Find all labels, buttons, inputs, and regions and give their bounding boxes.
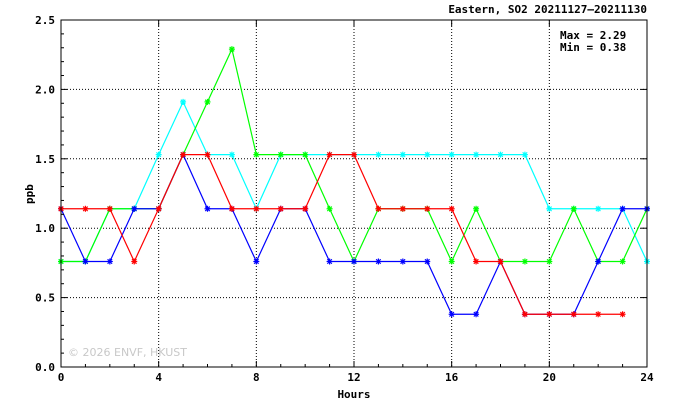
- data-point-marker: [204, 151, 211, 158]
- chart-title: Eastern, SO2 20211127—20211130: [448, 3, 647, 16]
- data-point-marker: [424, 258, 431, 265]
- watermark-text: © 2026 ENVF, HKUST: [68, 346, 187, 359]
- data-point-marker: [399, 205, 406, 212]
- x-tick-label: 12: [347, 371, 360, 384]
- data-point-marker: [448, 258, 455, 265]
- y-tick-label: 1.0: [35, 222, 55, 235]
- y-tick-label: 0.0: [35, 361, 55, 374]
- data-point-marker: [473, 205, 480, 212]
- data-point-marker: [546, 258, 553, 265]
- data-point-marker: [204, 98, 211, 105]
- data-point-marker: [546, 311, 553, 318]
- data-point-marker: [448, 311, 455, 318]
- data-point-marker: [326, 151, 333, 158]
- data-point-marker: [302, 205, 309, 212]
- data-point-marker: [82, 258, 89, 265]
- x-tick-label: 4: [155, 371, 162, 384]
- data-point-marker: [326, 205, 333, 212]
- x-tick-label: 16: [445, 371, 459, 384]
- data-point-marker: [253, 151, 260, 158]
- x-tick-label: 0: [58, 371, 65, 384]
- x-tick-label: 8: [253, 371, 260, 384]
- data-point-marker: [82, 205, 89, 212]
- data-point-marker: [228, 205, 235, 212]
- data-point-marker: [619, 258, 626, 265]
- data-point-marker: [497, 258, 504, 265]
- data-point-marker: [302, 151, 309, 158]
- data-point-marker: [180, 98, 187, 105]
- y-tick-label: 1.5: [35, 153, 55, 166]
- data-point-marker: [595, 311, 602, 318]
- data-point-marker: [155, 151, 162, 158]
- max-label: Max = 2.29: [560, 29, 626, 42]
- data-point-marker: [619, 205, 626, 212]
- data-point-marker: [106, 258, 113, 265]
- data-point-marker: [375, 151, 382, 158]
- data-point-marker: [424, 205, 431, 212]
- data-point-marker: [228, 151, 235, 158]
- data-point-marker: [448, 151, 455, 158]
- data-point-marker: [595, 258, 602, 265]
- data-point-marker: [180, 151, 187, 158]
- data-point-marker: [448, 205, 455, 212]
- data-point-marker: [521, 151, 528, 158]
- data-point-marker: [351, 151, 357, 158]
- data-point-marker: [253, 205, 260, 212]
- data-point-marker: [375, 205, 382, 212]
- series-line: [61, 154, 623, 315]
- data-point-marker: [424, 151, 431, 158]
- y-axis-title: ppb: [23, 184, 36, 204]
- y-tick-label: 2.0: [35, 83, 55, 96]
- y-tick-label: 2.5: [35, 14, 55, 27]
- data-point-marker: [399, 258, 406, 265]
- x-tick-label: 24: [640, 371, 654, 384]
- grid-lines: [61, 20, 647, 367]
- axis-ticks: 0 4 8 12 16 20 24 0.0 0.5 1.0 1.5 2.0 2.5: [35, 14, 654, 384]
- data-point-marker: [375, 258, 382, 265]
- data-point-marker: [277, 205, 284, 212]
- data-point-marker: [521, 311, 528, 318]
- data-point-marker: [473, 311, 480, 318]
- data-point-marker: [131, 205, 138, 212]
- series-lines: [58, 46, 650, 318]
- data-point-marker: [253, 258, 260, 265]
- data-point-marker: [399, 151, 406, 158]
- x-tick-label: 20: [543, 371, 556, 384]
- data-point-marker: [570, 205, 577, 212]
- data-point-marker: [497, 151, 504, 158]
- data-point-marker: [570, 311, 577, 318]
- data-point-marker: [228, 46, 235, 53]
- x-axis-title: Hours: [337, 388, 370, 401]
- y-tick-label: 0.5: [35, 292, 55, 305]
- data-point-marker: [204, 205, 211, 212]
- min-label: Min = 0.38: [560, 41, 626, 54]
- data-point-marker: [595, 205, 602, 212]
- data-point-marker: [473, 258, 480, 265]
- data-point-marker: [546, 205, 553, 212]
- data-point-marker: [155, 205, 162, 212]
- data-point-marker: [277, 151, 284, 158]
- data-point-marker: [131, 258, 138, 265]
- data-point-marker: [473, 151, 480, 158]
- data-point-marker: [619, 311, 626, 318]
- data-point-marker: [521, 258, 528, 265]
- data-point-marker: [106, 205, 113, 212]
- data-point-marker: [326, 258, 333, 265]
- data-point-marker: [351, 258, 357, 265]
